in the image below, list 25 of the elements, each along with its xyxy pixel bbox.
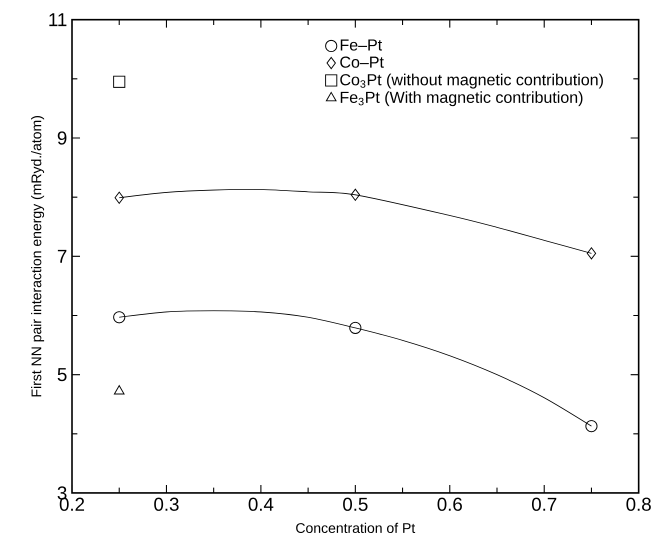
x-tick-label: 0.2 xyxy=(60,498,84,511)
point xyxy=(586,247,596,260)
y-axis-title: First NN pair interaction energy (mRyd./atom) xyxy=(31,116,44,396)
y-tick-label: 9 xyxy=(58,131,66,145)
x-tick-label: 0.4 xyxy=(248,498,274,511)
point xyxy=(350,188,360,201)
legend-label: Co–Pt xyxy=(340,56,384,68)
legend-label: Fe$_{3}$Pt (With magnetic contribution) xyxy=(340,91,582,106)
point xyxy=(113,311,126,324)
x-tick-label: 0.8 xyxy=(626,498,651,511)
x-axis-title: Concentration of Pt xyxy=(296,522,416,534)
x-tick-label: 0.6 xyxy=(438,498,462,511)
legend-label: Fe–Pt xyxy=(340,39,382,51)
point xyxy=(585,420,598,432)
point xyxy=(114,385,125,394)
y-tick-label: 5 xyxy=(58,368,67,382)
point xyxy=(349,322,362,334)
x-tick-label: 0.3 xyxy=(154,498,179,511)
x-tick-label: 0.5 xyxy=(343,498,368,511)
legend-label: Co$_{3}$Pt (without magnetic contribution) xyxy=(340,74,603,89)
point xyxy=(114,192,124,204)
x-tick-label: 0.7 xyxy=(532,498,556,511)
y-tick-label: 7 xyxy=(58,250,66,263)
y-tick-label: 11 xyxy=(49,13,66,26)
point xyxy=(113,76,126,88)
